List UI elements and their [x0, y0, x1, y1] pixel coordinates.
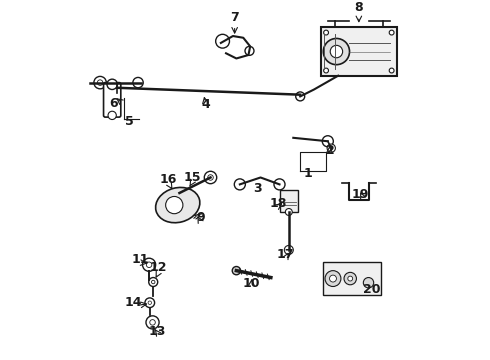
Text: 19: 19	[352, 188, 369, 201]
Circle shape	[330, 45, 343, 58]
Circle shape	[204, 171, 217, 184]
Bar	[321, 27, 397, 76]
Circle shape	[149, 278, 158, 287]
Circle shape	[98, 80, 103, 85]
Circle shape	[208, 175, 213, 180]
Text: 1: 1	[304, 167, 313, 180]
Circle shape	[145, 298, 155, 307]
Text: 2: 2	[326, 144, 335, 157]
Circle shape	[216, 34, 229, 48]
Circle shape	[151, 280, 155, 284]
Text: 3: 3	[253, 182, 261, 195]
FancyBboxPatch shape	[103, 82, 121, 117]
Circle shape	[389, 30, 394, 35]
Circle shape	[327, 144, 335, 152]
Bar	[279, 190, 298, 212]
Circle shape	[150, 320, 155, 325]
Text: 15: 15	[184, 171, 201, 184]
Text: 18: 18	[269, 198, 287, 211]
Circle shape	[285, 208, 292, 215]
Circle shape	[94, 76, 106, 89]
Circle shape	[325, 271, 341, 287]
Text: 9: 9	[196, 211, 205, 224]
Circle shape	[296, 92, 305, 101]
Circle shape	[389, 68, 394, 73]
Circle shape	[107, 79, 117, 90]
Text: 7: 7	[230, 10, 239, 23]
Circle shape	[147, 262, 152, 267]
Circle shape	[245, 46, 254, 55]
Circle shape	[323, 39, 349, 65]
Bar	[322, 262, 381, 295]
Circle shape	[324, 30, 328, 35]
Circle shape	[143, 258, 156, 271]
Circle shape	[232, 266, 241, 275]
Text: 4: 4	[201, 98, 210, 111]
Circle shape	[274, 179, 285, 190]
Text: 10: 10	[243, 277, 260, 290]
Text: 8: 8	[355, 1, 363, 14]
Text: 12: 12	[150, 261, 168, 274]
Text: 6: 6	[110, 97, 118, 110]
Circle shape	[330, 275, 337, 282]
Circle shape	[166, 197, 183, 214]
Circle shape	[234, 179, 245, 190]
Circle shape	[348, 276, 353, 281]
Text: 20: 20	[363, 283, 381, 296]
Circle shape	[133, 77, 143, 88]
Circle shape	[146, 316, 159, 329]
Text: 14: 14	[124, 296, 142, 309]
Circle shape	[364, 278, 374, 288]
Text: 5: 5	[125, 115, 134, 128]
Text: 13: 13	[148, 325, 166, 338]
Circle shape	[322, 136, 333, 147]
Circle shape	[284, 246, 294, 255]
Text: 11: 11	[132, 253, 149, 266]
Circle shape	[148, 301, 151, 305]
Circle shape	[324, 68, 328, 73]
Circle shape	[108, 111, 116, 120]
Ellipse shape	[156, 188, 200, 223]
Circle shape	[344, 273, 356, 285]
Text: 17: 17	[277, 248, 294, 261]
Text: 16: 16	[160, 173, 177, 186]
